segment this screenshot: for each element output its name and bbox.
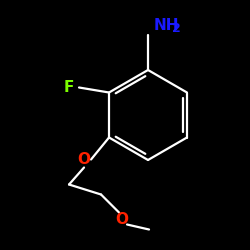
Text: NH: NH — [154, 18, 180, 32]
Text: O: O — [116, 212, 128, 227]
Text: 2: 2 — [172, 22, 181, 35]
Text: O: O — [78, 152, 90, 167]
Text: F: F — [64, 80, 74, 95]
